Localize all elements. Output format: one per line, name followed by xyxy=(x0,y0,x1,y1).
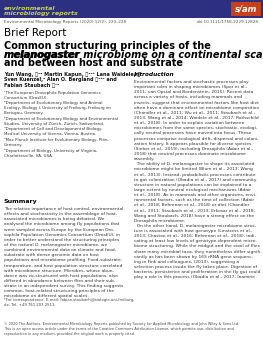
Text: Introduction: Introduction xyxy=(134,72,175,77)
Text: Summary: Summary xyxy=(4,199,38,204)
Text: melanogaster microbiome on a continental scale: melanogaster microbiome on a continental… xyxy=(4,49,263,60)
Text: ¹The European Drosophila Population Genomics
Consortium (DrosEU).
²Department of: ¹The European Drosophila Population Geno… xyxy=(4,91,118,158)
Bar xyxy=(231,2,261,16)
Text: melanogaster: melanogaster xyxy=(4,49,80,60)
Text: Brief Report: Brief Report xyxy=(4,28,66,38)
Text: Sven Kuenzel,² Alan O. Bergland ⓘ¹³⁴ and: Sven Kuenzel,² Alan O. Bergland ⓘ¹³⁴ and xyxy=(4,78,117,82)
Bar xyxy=(0,0,263,18)
Text: Environmental factors and stochastic processes play
important roles in shaping m: Environmental factors and stochastic pro… xyxy=(134,80,262,279)
Text: Environmental Microbiology Reports (2020) 12(2), 220–228: Environmental Microbiology Reports (2020… xyxy=(4,20,126,24)
Text: environmental: environmental xyxy=(4,6,55,10)
Text: The relative importance of host control, environmental
effects and stochasticity: The relative importance of host control,… xyxy=(4,207,123,298)
Text: © 2020 The Authors. Environmental Microbiology Reports published by Society for : © 2020 The Authors. Environmental Microb… xyxy=(4,322,239,336)
Text: *For correspondence. E-mail: fabian.staubach@biologie.uni-freiburg.
de; Tel. +49: *For correspondence. E-mail: fabian.stau… xyxy=(4,298,134,307)
Text: microbiology reports: microbiology reports xyxy=(4,10,78,16)
Text: s/am: s/am xyxy=(235,4,257,13)
Text: Fabian Staubach ⓘ¹²: Fabian Staubach ⓘ¹² xyxy=(4,83,59,88)
Text: and between host and substrate: and between host and substrate xyxy=(4,58,183,68)
Text: doi:10.1111/1758-2229.12828: doi:10.1111/1758-2229.12828 xyxy=(197,20,259,24)
Text: Common structuring principles of the: Common structuring principles of the xyxy=(4,41,214,51)
Text: Yun Wang, ⓘ¹² Martin Kapun, ⓘ¹²³ Lana Waidele, ⓘ¹²: Yun Wang, ⓘ¹² Martin Kapun, ⓘ¹²³ Lana Wa… xyxy=(4,72,145,77)
